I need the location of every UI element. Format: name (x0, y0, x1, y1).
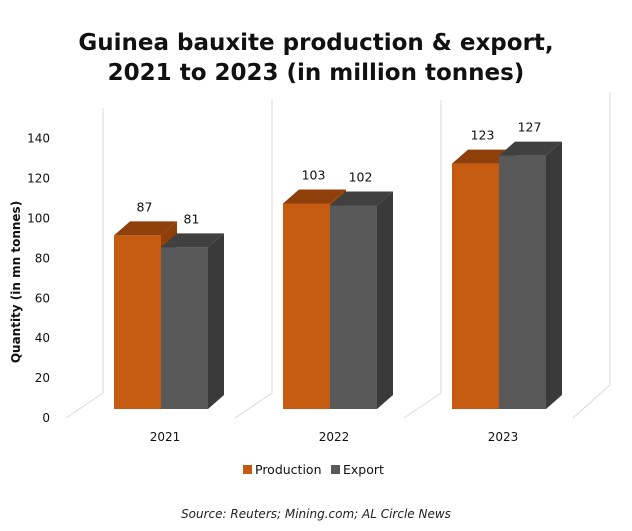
bar-top (283, 189, 346, 204)
bar-side (377, 191, 393, 409)
value-label: 103 (302, 168, 326, 183)
bar-top (161, 233, 224, 248)
y-tick-label: 120 (27, 172, 50, 186)
bar-front (452, 163, 499, 409)
y-tick-label: 0 (42, 411, 50, 425)
value-label: 81 (184, 211, 200, 226)
legend: Production Export (243, 462, 384, 477)
floor-line (403, 392, 442, 419)
y-axis-ticks: 0 20 40 60 80 100 120 140 (27, 132, 50, 425)
floor-line (234, 392, 273, 419)
y-tick-label: 60 (35, 291, 50, 305)
floor-line (65, 392, 104, 419)
bars (114, 141, 562, 410)
bar-front (499, 155, 546, 409)
bar-top (330, 191, 393, 206)
chart-title-line-1: Guinea bauxite production & export, (78, 30, 553, 56)
value-label: 102 (349, 170, 373, 185)
bar-front (283, 203, 330, 409)
bar (330, 191, 393, 409)
y-tick-label: 80 (35, 251, 50, 265)
legend-label: Production (255, 462, 322, 477)
value-label: 87 (137, 199, 153, 214)
bar-top (499, 141, 562, 156)
x-axis-ticks: 2021 2022 2023 (150, 430, 519, 444)
plot-walls (65, 92, 611, 419)
chart-title: Guinea bauxite production & export, 2021… (78, 30, 553, 86)
y-tick-label: 100 (27, 212, 50, 226)
x-tick-label: 2021 (150, 430, 181, 444)
bar-top (114, 221, 177, 236)
y-tick-label: 40 (35, 331, 50, 345)
y-axis-label: Quantity (in mn tonnes) (9, 201, 23, 363)
bar-front (330, 205, 377, 409)
value-label: 127 (518, 120, 542, 135)
legend-label: Export (343, 462, 384, 477)
y-tick-label: 140 (27, 132, 50, 146)
bar-side (546, 141, 562, 409)
value-label: 123 (471, 128, 495, 143)
value-labels: 87 81 103 102 123 127 (137, 120, 542, 227)
legend-swatch (331, 465, 340, 474)
chart-title-line-2: 2021 to 2023 (in million tonnes) (108, 60, 525, 86)
x-tick-label: 2022 (319, 430, 350, 444)
floor-line (572, 384, 611, 419)
legend-swatch (243, 465, 252, 474)
bar-front (161, 247, 208, 409)
x-tick-label: 2023 (488, 430, 519, 444)
bar-front (114, 235, 161, 409)
source-note: Source: Reuters; Mining.com; AL Circle N… (181, 507, 451, 521)
bar-side (208, 233, 224, 409)
bar (499, 141, 562, 409)
y-tick-label: 20 (35, 371, 50, 385)
bar (161, 233, 224, 409)
